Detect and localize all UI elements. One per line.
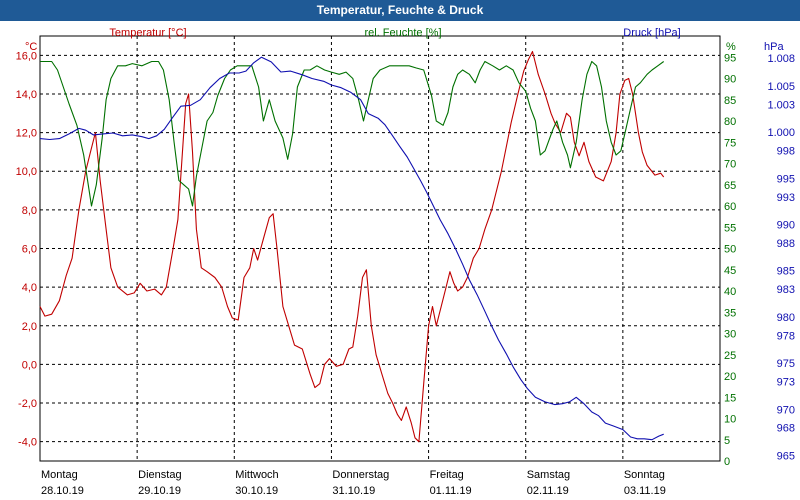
pressure-tick-label: 978 [777, 330, 795, 342]
humidity-tick-label: 5 [724, 435, 730, 447]
series-lines [39, 50, 665, 443]
temperature-tick-label: -4,0 [18, 437, 37, 449]
pressure-tick-label: 995 [777, 173, 795, 185]
humidity-series-line [40, 60, 665, 207]
pressure-axis-label: Druck [hPa] [623, 27, 680, 39]
pressure-series-line [39, 56, 664, 441]
temperature-tick-label: 6,0 [22, 244, 37, 256]
plot-frame [39, 35, 721, 462]
pressure-tick-label: 990 [777, 219, 795, 231]
x-date-label: 28.10.19 [41, 485, 84, 497]
humidity-tick-label: 75 [724, 137, 736, 149]
grid-lines [40, 36, 720, 461]
x-axis-labels: Montag 28.10.19 Dienstag 29.10.19 Mittwoch 30… [41, 469, 666, 497]
humidity-tick-label: 35 [724, 307, 736, 319]
pressure-tick-label: 1.003 [767, 99, 795, 111]
x-day-label: Montag [41, 469, 78, 481]
temperature-tick-label: 16,0 [16, 50, 37, 62]
pressure-tick-label: 998 [777, 146, 795, 158]
pressure-tick-label: 983 [777, 284, 795, 296]
pressure-tick-label: 985 [777, 266, 795, 278]
temperature-tick-label: 10,0 [16, 166, 37, 178]
chart-title: Temperatur, Feuchte & Druck [0, 0, 800, 21]
temperature-tick-label: -2,0 [18, 398, 37, 410]
humidity-tick-label: 85 [724, 95, 736, 107]
humidity-tick-label: 15 [724, 392, 736, 404]
chart-area: °C Temperatur [°C] rel. Feuchte [%] % Dr… [16, 27, 795, 497]
pressure-tick-label: 968 [777, 423, 795, 435]
x-day-label: Samstag [527, 469, 570, 481]
pressure-tick-label: 980 [777, 312, 795, 324]
x-date-label: 01.11.19 [430, 485, 472, 497]
humidity-axis-label: rel. Feuchte [%] [364, 27, 441, 39]
x-day-label: Dienstag [138, 469, 181, 481]
temperature-tick-label: 2,0 [22, 321, 37, 333]
temperature-tick-label: 12,0 [16, 128, 37, 140]
humidity-tick-label: 95 [724, 52, 736, 64]
x-date-label: 03.11.19 [624, 485, 666, 497]
humidity-tick-label: 80 [724, 116, 736, 128]
x-date-label: 02.11.19 [527, 485, 569, 497]
humidity-tick-label: 40 [724, 286, 736, 298]
x-day-label: Sonntag [624, 469, 665, 481]
temperature-axis-label: Temperatur [°C] [109, 27, 186, 39]
temperature-tick-label: 0,0 [22, 359, 37, 371]
x-day-label: Donnerstag [332, 469, 389, 481]
axis-ticks: 16,0 14,0 12,0 10,0 8,0 6,0 4,0 2,0 0,0 -2,0 -4,0 9… [16, 50, 795, 468]
pressure-tick-label: 993 [777, 192, 795, 204]
pressure-tick-label: 1.008 [767, 53, 795, 65]
humidity-tick-label: 10 [724, 414, 736, 426]
humidity-tick-label: 65 [724, 180, 736, 192]
humidity-tick-label: 20 [724, 371, 736, 383]
humidity-tick-label: 60 [724, 201, 736, 213]
temperature-tick-label: 8,0 [22, 205, 37, 217]
humidity-unit-label: % [726, 41, 736, 53]
pressure-tick-label: 973 [777, 377, 795, 389]
pressure-tick-label: 988 [777, 238, 795, 250]
humidity-tick-label: 70 [724, 159, 736, 171]
pressure-tick-label: 970 [777, 404, 795, 416]
humidity-tick-label: 45 [724, 265, 736, 277]
temperature-tick-label: 4,0 [22, 282, 37, 294]
humidity-tick-label: 50 [724, 244, 736, 256]
pressure-tick-label: 1.000 [767, 127, 795, 139]
humidity-tick-label: 55 [724, 222, 736, 234]
temperature-tick-label: 14,0 [16, 89, 37, 101]
pressure-tick-label: 965 [777, 450, 795, 462]
pressure-tick-label: 1.005 [767, 81, 795, 93]
humidity-tick-label: 30 [724, 329, 736, 341]
humidity-tick-label: 90 [724, 74, 736, 86]
x-date-label: 31.10.19 [332, 485, 375, 497]
x-day-label: Freitag [430, 469, 464, 481]
temperature-unit-label: °C [25, 41, 37, 53]
temperature-series-line [39, 50, 665, 443]
pressure-tick-label: 975 [777, 358, 795, 370]
x-date-label: 30.10.19 [235, 485, 278, 497]
x-date-label: 29.10.19 [138, 485, 181, 497]
humidity-tick-label: 25 [724, 350, 736, 362]
x-day-label: Mittwoch [235, 469, 278, 481]
pressure-unit-label: hPa [764, 41, 784, 53]
humidity-tick-label: 0 [724, 456, 730, 468]
